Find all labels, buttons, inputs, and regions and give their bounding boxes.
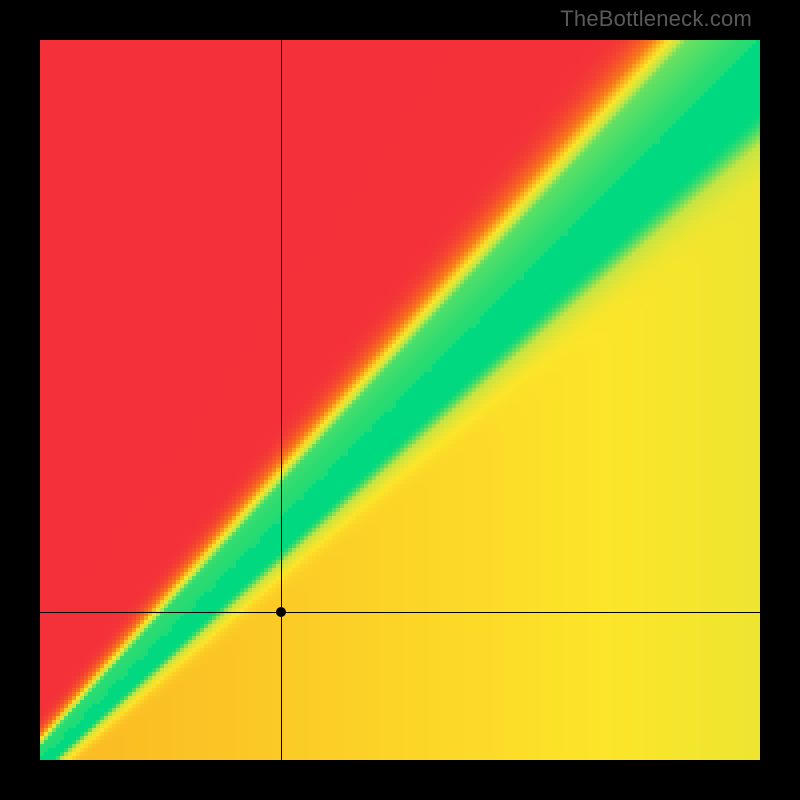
crosshair-vertical <box>281 40 282 760</box>
heatmap-canvas <box>40 40 760 760</box>
heatmap-plot <box>40 40 760 760</box>
selection-marker[interactable] <box>276 607 286 617</box>
watermark-text: TheBottleneck.com <box>560 6 752 32</box>
crosshair-horizontal <box>40 612 760 613</box>
